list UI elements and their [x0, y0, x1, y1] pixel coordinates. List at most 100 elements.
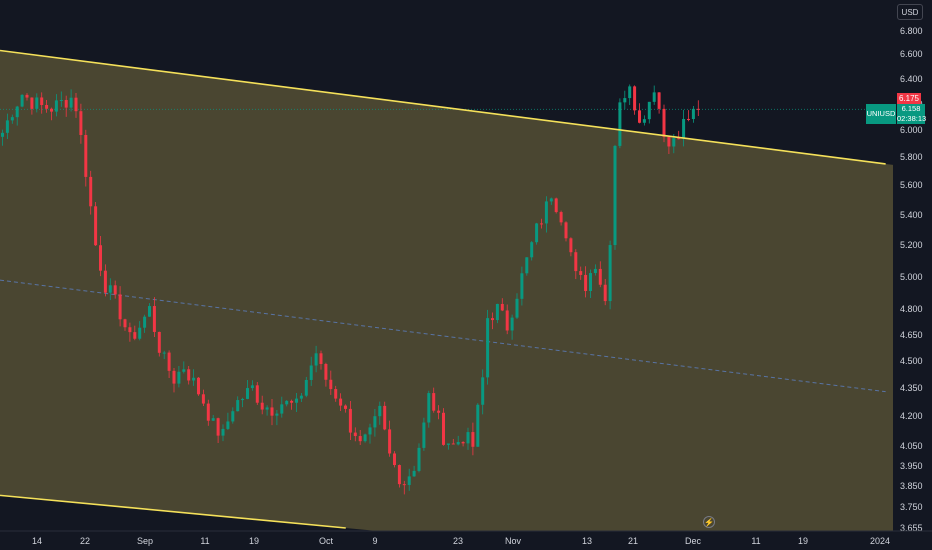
candle-body[interactable]	[197, 377, 200, 395]
candle-body[interactable]	[250, 385, 254, 389]
candle-body[interactable]	[628, 86, 632, 99]
candle-body[interactable]	[5, 120, 9, 133]
candle-body[interactable]	[236, 400, 240, 412]
candle-body[interactable]	[672, 138, 676, 147]
candle-body[interactable]	[505, 310, 509, 331]
candle-body[interactable]	[476, 404, 480, 447]
candle-body[interactable]	[211, 418, 215, 421]
candle-body[interactable]	[574, 252, 578, 272]
candle-body[interactable]	[309, 365, 313, 380]
candle-body[interactable]	[54, 100, 58, 112]
candle-body[interactable]	[432, 393, 436, 411]
candle-body[interactable]	[35, 97, 39, 109]
candle-body[interactable]	[260, 402, 264, 410]
candle-body[interactable]	[535, 223, 539, 243]
candles[interactable]	[1, 84, 700, 495]
candle-body[interactable]	[339, 398, 343, 406]
candle-body[interactable]	[285, 400, 289, 405]
candle-body[interactable]	[69, 97, 73, 108]
candle-body[interactable]	[299, 395, 303, 399]
candle-body[interactable]	[471, 432, 475, 447]
candle-body[interactable]	[451, 443, 455, 445]
candle-body[interactable]	[584, 274, 588, 292]
candle-body[interactable]	[74, 97, 78, 112]
candle-body[interactable]	[598, 268, 602, 285]
candle-body[interactable]	[559, 212, 563, 223]
candle-body[interactable]	[530, 242, 534, 258]
candle-body[interactable]	[667, 136, 671, 147]
candle-body[interactable]	[304, 379, 308, 396]
candle-body[interactable]	[623, 98, 627, 103]
candle-body[interactable]	[162, 352, 166, 354]
candle-body[interactable]	[123, 319, 127, 328]
candle-body[interactable]	[642, 119, 646, 123]
candle-body[interactable]	[495, 303, 499, 321]
candle-body[interactable]	[20, 94, 24, 107]
candle-body[interactable]	[368, 427, 372, 435]
channel-upper-line[interactable]	[0, 49, 886, 165]
candle-body[interactable]	[373, 416, 377, 428]
candle-body[interactable]	[148, 306, 151, 317]
currency-button[interactable]: USD	[897, 4, 923, 20]
candle-body[interactable]	[157, 331, 161, 353]
candle-body[interactable]	[1, 132, 4, 137]
candle-body[interactable]	[255, 385, 259, 403]
candle-body[interactable]	[270, 407, 274, 416]
candle-body[interactable]	[143, 316, 147, 328]
candle-body[interactable]	[295, 398, 298, 403]
candle-body[interactable]	[201, 394, 205, 404]
candle-body[interactable]	[481, 377, 485, 405]
candle-body[interactable]	[206, 403, 210, 421]
candle-body[interactable]	[402, 484, 406, 486]
candle-body[interactable]	[84, 134, 88, 177]
candle-body[interactable]	[363, 434, 367, 442]
candle-body[interactable]	[618, 102, 622, 146]
candle-body[interactable]	[348, 408, 352, 433]
candle-body[interactable]	[378, 405, 382, 417]
candle-body[interactable]	[10, 117, 14, 121]
candle-body[interactable]	[167, 352, 171, 371]
candle-body[interactable]	[407, 476, 411, 485]
candle-body[interactable]	[393, 453, 396, 466]
candle-body[interactable]	[422, 422, 426, 448]
candle-body[interactable]	[94, 206, 98, 246]
candle-body[interactable]	[108, 285, 112, 293]
candle-body[interactable]	[613, 145, 617, 246]
candle-body[interactable]	[324, 363, 328, 380]
candle-body[interactable]	[696, 108, 700, 110]
candle-body[interactable]	[216, 418, 220, 436]
candle-body[interactable]	[397, 465, 401, 485]
candle-body[interactable]	[314, 353, 318, 366]
candle-body[interactable]	[344, 405, 347, 409]
candle-body[interactable]	[554, 198, 558, 213]
candle-body[interactable]	[691, 108, 695, 120]
candle-body[interactable]	[442, 412, 445, 445]
candle-body[interactable]	[510, 317, 514, 331]
candle-body[interactable]	[657, 92, 661, 109]
candle-body[interactable]	[682, 118, 686, 139]
candle-body[interactable]	[427, 393, 431, 423]
candle-body[interactable]	[638, 110, 641, 123]
candle-body[interactable]	[113, 285, 117, 295]
candle-body[interactable]	[192, 377, 196, 381]
candle-body[interactable]	[40, 97, 44, 106]
candle-body[interactable]	[59, 100, 63, 102]
channel-lower-line[interactable]	[0, 494, 346, 529]
candle-body[interactable]	[64, 100, 68, 108]
candle-body[interactable]	[187, 369, 191, 381]
candle-body[interactable]	[540, 223, 543, 225]
candle-body[interactable]	[334, 389, 338, 399]
candle-body[interactable]	[564, 222, 568, 239]
candle-body[interactable]	[417, 447, 421, 471]
candle-body[interactable]	[221, 428, 225, 436]
candle-body[interactable]	[677, 138, 681, 140]
candle-body[interactable]	[89, 176, 93, 207]
candle-body[interactable]	[544, 201, 548, 224]
candle-body[interactable]	[118, 294, 122, 320]
candle-body[interactable]	[353, 432, 357, 437]
candle-body[interactable]	[50, 108, 53, 112]
candle-body[interactable]	[525, 257, 529, 274]
candle-body[interactable]	[319, 353, 323, 364]
candle-body[interactable]	[446, 443, 450, 445]
